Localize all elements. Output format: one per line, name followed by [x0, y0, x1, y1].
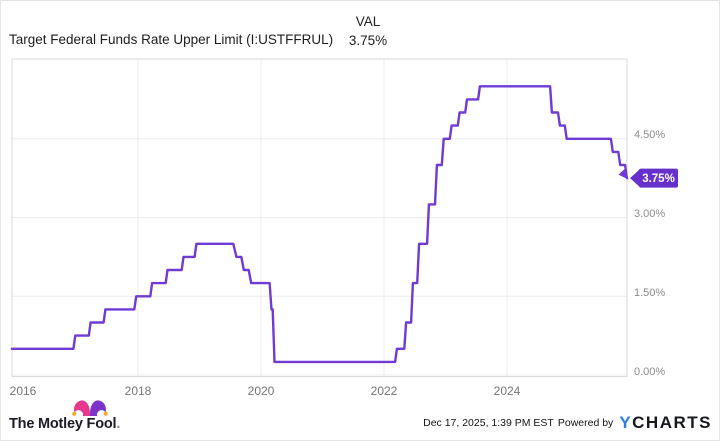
chart-title: Target Federal Funds Rate Upper Limit (I… — [9, 32, 334, 47]
current-value-text: 3.75% — [348, 33, 388, 48]
ycharts-wordmark: CHARTS — [632, 413, 712, 432]
x-axis-tick-label: 2018 — [124, 384, 152, 398]
x-axis-tick-label: 2022 — [370, 384, 398, 398]
val-column-header: VAL — [355, 14, 381, 29]
value-badge-pointer — [630, 169, 640, 188]
x-axis-tick-label: 2020 — [247, 384, 275, 398]
ycharts-y-glyph: Y — [619, 413, 633, 432]
y-axis-tick-label: 4.50% — [634, 129, 666, 142]
x-axis-tick-label: 2024 — [493, 384, 521, 398]
motley-fool-wordmark: The Motley Fool. — [9, 416, 121, 432]
plot-border — [11, 58, 628, 377]
footer-attribution: Dec 17, 2025, 1:39 PM EST Powered by YCH… — [423, 414, 712, 431]
current-value-badge-label: 3.75% — [642, 173, 675, 185]
current-value-badge — [639, 168, 678, 188]
jester-hat-icon — [72, 400, 108, 416]
motley-fool-logo: The Motley Fool. — [9, 400, 129, 432]
x-axis-tick-label: 2016 — [9, 384, 37, 398]
value-column: VAL 3.75% — [340, 14, 396, 48]
ycharts-logo: YCHARTS — [619, 414, 712, 431]
line-end-arrow-icon — [618, 168, 629, 180]
y-axis-tick-label: 1.50% — [634, 286, 666, 299]
powered-by-label: Powered by — [557, 416, 614, 429]
motley-fool-dot: . — [116, 416, 121, 432]
timestamp: Dec 17, 2025, 1:39 PM EST — [423, 416, 554, 429]
rate-series-line — [10, 85, 629, 364]
y-axis-tick-label: 3.00% — [634, 208, 666, 220]
y-axis-tick-label: 0.00% — [634, 365, 666, 378]
